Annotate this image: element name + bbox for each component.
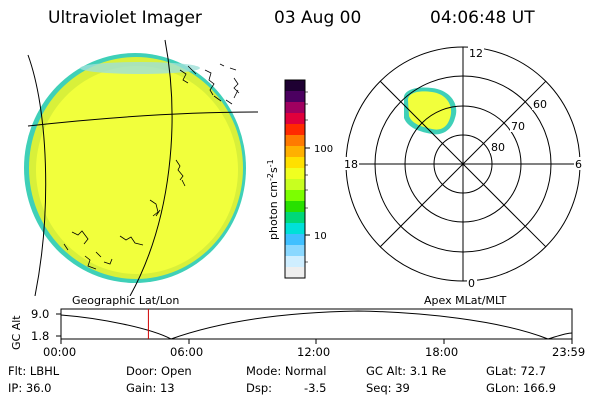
x-tick-0: 00:00: [43, 345, 77, 359]
info-seq: Seq: 39: [366, 381, 410, 395]
polar-grid: [345, 46, 581, 282]
info-gc-alt: GC Alt: 3.1 Re: [366, 364, 447, 378]
y-tick-bottom: 1.8: [31, 329, 50, 343]
colorbar-cell: [285, 234, 305, 246]
colorbar-gradient: [285, 80, 305, 279]
colorbar-cell: [285, 267, 305, 279]
colorbar-cell: [285, 168, 305, 180]
unit-s: s: [267, 167, 280, 173]
colorbar-cell: [285, 124, 305, 136]
meridian-line-center: [129, 39, 173, 296]
info-gain: Gain: 13: [126, 381, 175, 395]
colorbar-frame: [284, 79, 306, 279]
colorbar-cell: [285, 201, 305, 213]
info-glon: GLon: 166.9: [486, 381, 556, 395]
polar-label-lat-70: 70: [511, 120, 525, 133]
colorbar-minor-ticks: [305, 91, 308, 263]
altitude-curve: [60, 310, 573, 340]
info-dsp-label: Dsp:: [246, 381, 273, 395]
polar-label-12: 12: [469, 47, 483, 60]
colorbar-cell: [285, 91, 305, 103]
y-tick-top: 9.0: [31, 307, 50, 321]
orbit-timeline: GC Alt: [10, 308, 573, 350]
polar-label-18: 18: [344, 158, 358, 171]
colorbar-cell: [285, 146, 305, 158]
colorbar-cell: [285, 223, 305, 235]
meridian-line-left: [27, 54, 47, 296]
x-tick-2: 12:00: [297, 345, 331, 359]
colorbar-cell: [285, 102, 305, 114]
info-door: Door: Open: [126, 364, 192, 378]
polar-label-lat-80: 80: [491, 141, 505, 154]
instrument-title: Ultraviolet Imager: [48, 8, 202, 28]
colorbar-cell: [285, 80, 305, 92]
timeline-y-ticks: [56, 313, 61, 337]
geographic-latlon-label: Geographic Lat/Lon: [72, 294, 180, 307]
geographic-image: [24, 39, 258, 296]
colorbar-label-10: 10: [314, 231, 327, 242]
polar-label-6: 6: [575, 158, 582, 171]
colorbar: 100 10 photon cm-2s-1: [266, 79, 333, 279]
latitude-line: [27, 111, 258, 127]
polar-diagonal-2: [379, 80, 547, 248]
colorbar-cell: [285, 179, 305, 191]
colorbar-label-100: 100: [314, 144, 333, 155]
colorbar-cell: [285, 190, 305, 202]
colorbar-cell: [285, 245, 305, 257]
earth-disk: [36, 66, 238, 274]
limb-glow: [80, 62, 200, 74]
x-tick-4: 23:59: [552, 345, 586, 359]
info-glat: GLat: 72.7: [486, 364, 547, 378]
colorbar-cell: [285, 157, 305, 169]
unit-sup-1: -2: [266, 173, 275, 181]
colorbar-unit-label: photon cm-2s-1: [266, 159, 280, 240]
polar-plot: 12 6 18 0 60 70 80: [343, 46, 584, 290]
time-label: 04:06:48 UT: [430, 8, 535, 28]
colorbar-cell: [285, 135, 305, 147]
coastlines: [63, 63, 240, 270]
colorbar-cell: [285, 256, 305, 268]
colorbar-cell: [285, 113, 305, 125]
x-tick-3: 18:00: [425, 345, 459, 359]
apex-mlat-mlt-label: Apex MLat/MLT: [424, 294, 507, 307]
polar-label-lat-60: 60: [533, 98, 547, 111]
info-flt: Flt: LBHL: [8, 364, 60, 378]
geographic-grid: [27, 39, 258, 296]
date-label: 03 Aug 00: [274, 8, 362, 28]
timeline-y-axis-label: GC Alt: [10, 315, 23, 350]
info-ip: IP: 36.0: [8, 381, 52, 395]
info-dsp-value: -3.5: [304, 381, 327, 395]
colorbar-cell: [285, 212, 305, 224]
unit-sup-2: -1: [266, 159, 275, 167]
x-tick-1: 06:00: [170, 345, 204, 359]
info-mode: Mode: Normal: [246, 364, 327, 378]
polar-label-0: 0: [468, 277, 475, 290]
unit-photon-cm: photon cm: [267, 181, 280, 240]
timeline-ticks: [60, 339, 573, 344]
